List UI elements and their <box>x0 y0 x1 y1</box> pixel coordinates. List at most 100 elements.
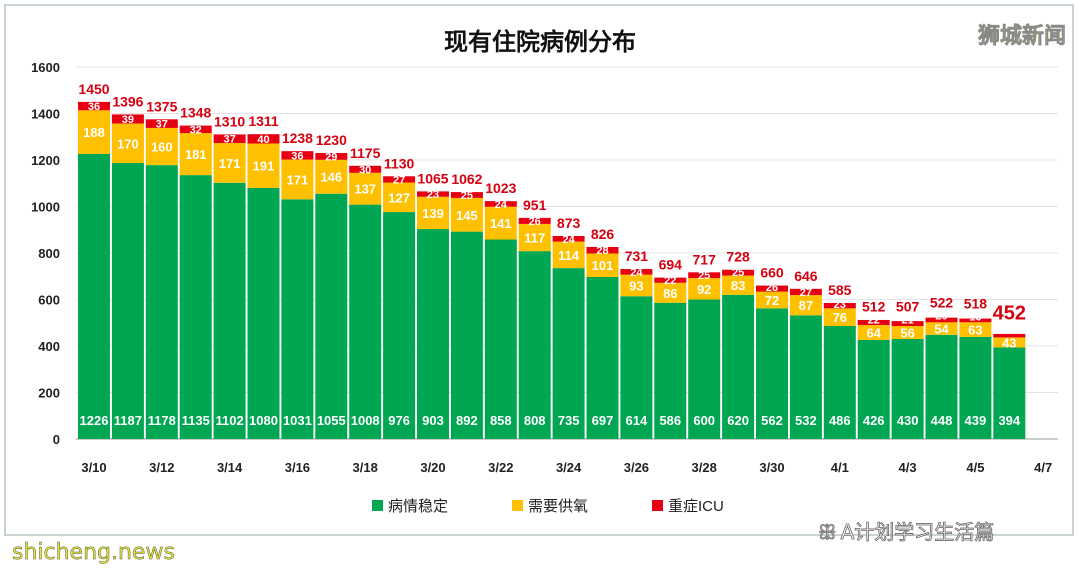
bar-segment-2 <box>823 308 856 327</box>
data-label: 145 <box>456 208 478 223</box>
data-label: 93 <box>629 278 643 293</box>
bar-segment-1 <box>417 229 449 439</box>
data-label: 32 <box>190 124 202 136</box>
data-label: 28 <box>596 245 608 257</box>
bar-segment-3 <box>315 153 348 160</box>
wechat-icon: ꕥ <box>818 520 837 545</box>
data-label: 146 <box>320 170 342 185</box>
bar-segment-1 <box>756 308 788 439</box>
data-label: 22 <box>868 315 880 327</box>
data-label: 127 <box>388 190 410 205</box>
data-label: 76 <box>833 310 847 325</box>
legend-swatch <box>372 500 383 511</box>
bar-segment-2 <box>145 127 178 166</box>
x-tick-label: 3/20 <box>420 460 445 475</box>
bar-segment-3 <box>145 119 178 128</box>
bar-segment-1 <box>315 193 348 439</box>
bar-segment-3 <box>247 134 280 144</box>
data-label: 43 <box>1002 335 1016 350</box>
total-label: 873 <box>557 215 581 231</box>
data-label: 439 <box>965 413 987 428</box>
bar-segment-1 <box>891 339 924 439</box>
bar-segment-1 <box>281 199 314 439</box>
legend-swatch <box>512 500 523 511</box>
data-label: 1008 <box>351 413 380 428</box>
total-label: 585 <box>828 282 852 298</box>
data-label: 600 <box>693 413 715 428</box>
bar-segment-2 <box>281 159 314 200</box>
bar-segment-3 <box>552 236 585 242</box>
legend-label: 重症ICU <box>668 498 724 515</box>
total-label: 826 <box>591 226 615 242</box>
bar-segment-1 <box>111 163 144 439</box>
total-label: 1311 <box>248 113 279 129</box>
bar-segment-2 <box>620 274 653 297</box>
data-label: 36 <box>88 101 100 113</box>
data-label: 117 <box>524 231 545 246</box>
data-label: 86 <box>663 286 677 301</box>
data-label: 22 <box>664 275 676 287</box>
data-label: 24 <box>562 234 575 246</box>
data-label: 16 <box>969 312 981 324</box>
bar-segment-3 <box>213 134 246 144</box>
bar-segment-2 <box>756 291 788 309</box>
total-label: 1230 <box>316 132 347 148</box>
data-label: 586 <box>659 413 681 428</box>
total-label: 1023 <box>485 180 516 196</box>
total-label: 452 <box>993 302 1026 324</box>
bar-segment-1 <box>993 347 1026 439</box>
chart-title: 现有住院病例分布 <box>444 28 636 56</box>
bar-segment-2 <box>959 322 992 337</box>
bar-segment-1 <box>349 204 382 439</box>
bar-segment-1 <box>789 315 822 439</box>
bar-segment-3 <box>823 302 856 309</box>
data-label: 27 <box>393 174 405 186</box>
bar-segment-1 <box>179 175 212 440</box>
y-tick-label: 800 <box>38 246 60 261</box>
data-label: 92 <box>697 282 711 297</box>
data-label: 562 <box>761 413 783 428</box>
total-label: 1375 <box>146 98 177 114</box>
data-label: 1102 <box>215 413 243 428</box>
watermark-bottom-left: shicheng.news <box>12 540 175 566</box>
x-tick-label: 4/3 <box>899 460 917 475</box>
bar-segment-3 <box>925 317 958 323</box>
data-label: 430 <box>897 413 919 428</box>
y-tick-label: 1200 <box>31 153 60 168</box>
bar-segment-2 <box>78 110 110 154</box>
bar-segment-1 <box>484 239 517 439</box>
x-tick-label: 4/1 <box>831 460 849 475</box>
data-label: 37 <box>223 134 235 146</box>
bar-segment-2 <box>315 159 348 194</box>
data-label: 26 <box>766 282 778 294</box>
data-label: 1187 <box>114 413 142 428</box>
bar-segment-2 <box>179 133 212 176</box>
bar-segment-2 <box>213 143 246 183</box>
data-label: 39 <box>122 114 134 126</box>
data-label: 171 <box>287 172 309 187</box>
legend-label: 病情稳定 <box>388 498 448 515</box>
y-tick-label: 400 <box>38 339 60 354</box>
chart-frame <box>4 4 1074 536</box>
total-label: 646 <box>794 268 818 284</box>
legend-label: 需要供氧 <box>528 498 588 515</box>
bar-segment-1 <box>145 165 178 440</box>
total-label: 717 <box>693 251 717 267</box>
bar-segment-2 <box>722 275 755 295</box>
data-label: 25 <box>461 190 473 202</box>
bar-segment-3 <box>722 269 755 276</box>
total-label: 518 <box>964 296 988 312</box>
x-tick-label: 3/14 <box>217 460 243 475</box>
bar-segment-1 <box>654 302 687 439</box>
bar-segment-3 <box>450 192 483 198</box>
data-label: 15 <box>1003 324 1015 336</box>
data-label: 1226 <box>80 413 109 428</box>
data-label: 486 <box>829 413 851 428</box>
x-tick-label: 3/26 <box>624 460 649 475</box>
data-label: 27 <box>800 287 812 299</box>
data-label: 735 <box>558 413 580 428</box>
data-label: 30 <box>359 164 371 176</box>
bar-segment-2 <box>383 182 416 213</box>
bar-segment-3 <box>620 269 653 275</box>
